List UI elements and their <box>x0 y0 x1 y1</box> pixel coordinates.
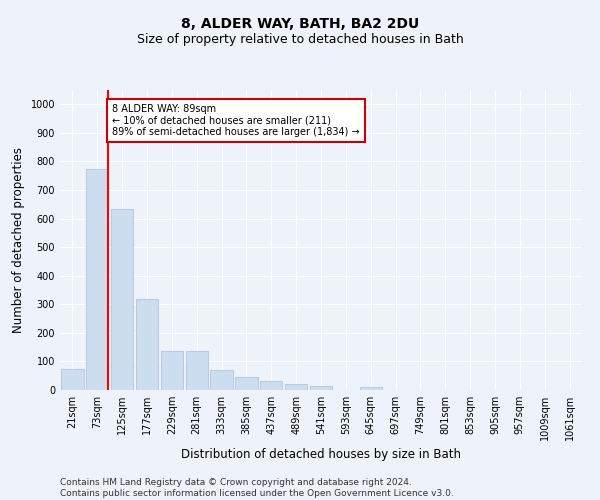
Bar <box>86 168 109 390</box>
Bar <box>211 370 233 390</box>
Bar <box>285 384 307 390</box>
X-axis label: Distribution of detached houses by size in Bath: Distribution of detached houses by size … <box>181 448 461 462</box>
Text: 8, ALDER WAY, BATH, BA2 2DU: 8, ALDER WAY, BATH, BA2 2DU <box>181 18 419 32</box>
Text: 8 ALDER WAY: 89sqm
← 10% of detached houses are smaller (211)
89% of semi-detach: 8 ALDER WAY: 89sqm ← 10% of detached hou… <box>112 104 360 138</box>
Bar <box>310 386 332 390</box>
Bar <box>136 298 158 390</box>
Bar <box>111 208 133 390</box>
Y-axis label: Number of detached properties: Number of detached properties <box>12 147 25 333</box>
Bar <box>235 377 257 390</box>
Bar <box>260 382 283 390</box>
Text: Size of property relative to detached houses in Bath: Size of property relative to detached ho… <box>137 32 463 46</box>
Bar <box>161 352 183 390</box>
Text: Contains HM Land Registry data © Crown copyright and database right 2024.
Contai: Contains HM Land Registry data © Crown c… <box>60 478 454 498</box>
Bar <box>185 352 208 390</box>
Bar <box>359 387 382 390</box>
Bar <box>61 368 83 390</box>
